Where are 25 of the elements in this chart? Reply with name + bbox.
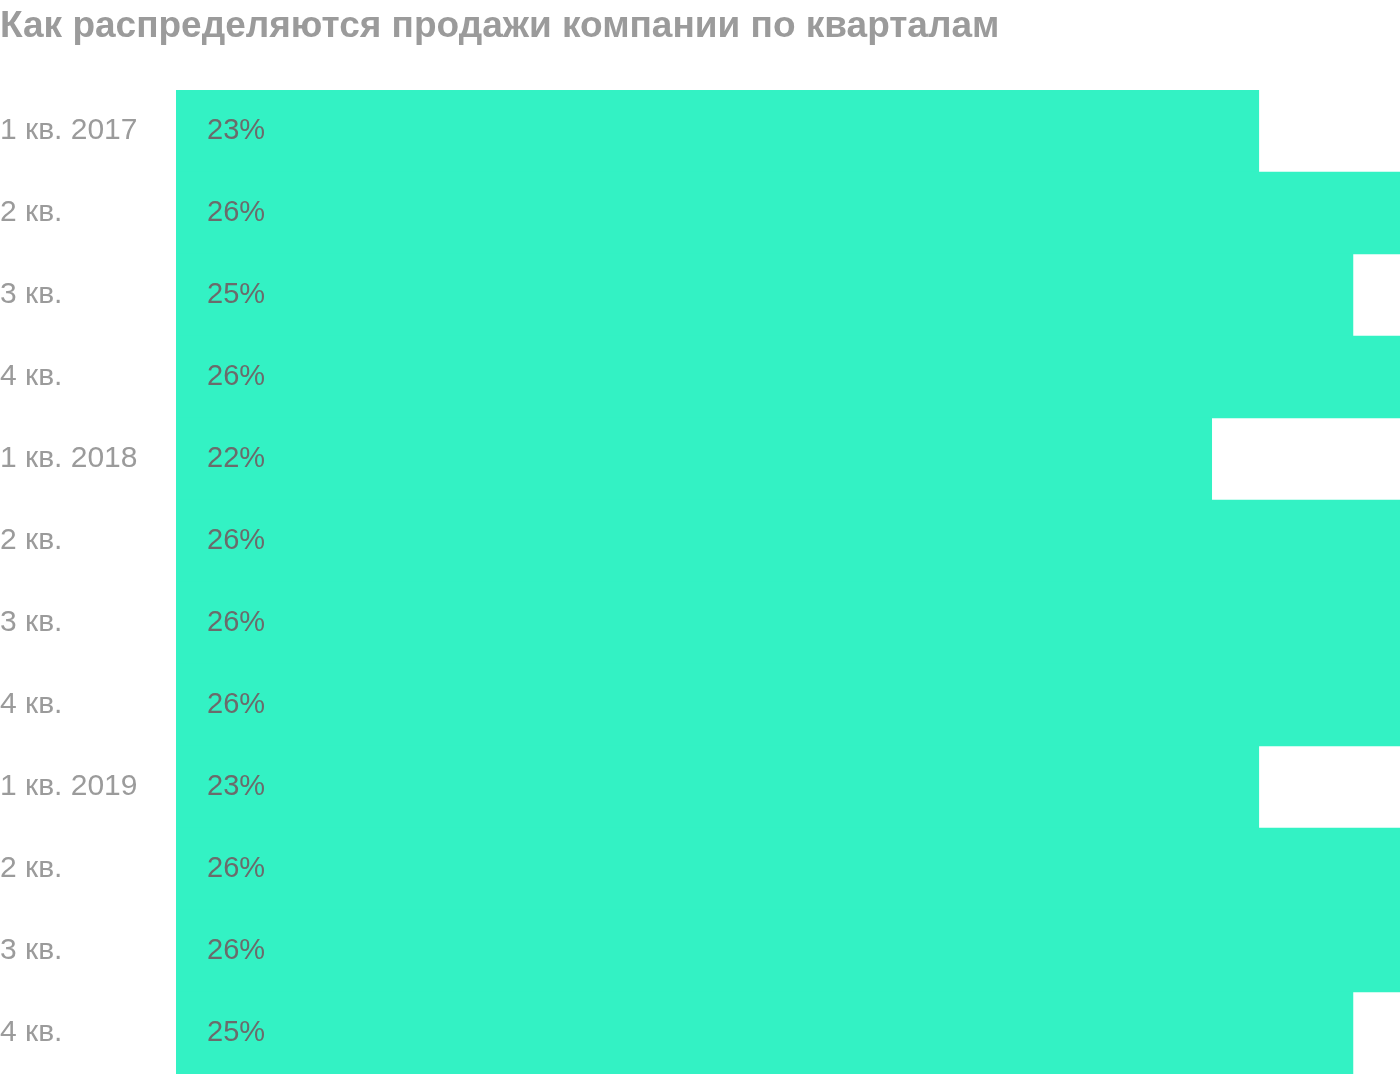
data-label: 22% bbox=[207, 441, 266, 473]
y-tick-label: 1 кв. 2017 bbox=[0, 112, 138, 146]
data-label: 26% bbox=[207, 523, 266, 555]
y-tick-label: 3 кв. bbox=[0, 604, 63, 638]
data-label: 25% bbox=[207, 1015, 266, 1047]
data-label: 23% bbox=[207, 769, 266, 801]
y-tick-label: 1 кв. 2019 bbox=[0, 768, 138, 802]
data-label: 23% bbox=[207, 113, 266, 145]
chart-title: Как распределяются продажи компании по кварталам bbox=[0, 4, 1000, 46]
data-label: 26% bbox=[207, 195, 266, 227]
y-tick-label: 3 кв. bbox=[0, 932, 63, 966]
data-label: 26% bbox=[207, 605, 266, 637]
y-tick-label: 4 кв. bbox=[0, 358, 63, 392]
data-label: 26% bbox=[207, 933, 266, 965]
y-tick-label: 1 кв. 2018 bbox=[0, 440, 138, 474]
y-tick-label: 2 кв. bbox=[0, 522, 63, 556]
y-tick-label: 2 кв. bbox=[0, 194, 63, 228]
y-tick-label: 4 кв. bbox=[0, 686, 63, 720]
data-label: 26% bbox=[207, 851, 266, 883]
y-tick-label: 4 кв. bbox=[0, 1014, 63, 1048]
data-label: 25% bbox=[207, 277, 266, 309]
y-tick-label: 3 кв. bbox=[0, 276, 63, 310]
data-label: 26% bbox=[207, 359, 266, 391]
data-label: 26% bbox=[207, 687, 266, 719]
y-tick-label: 2 кв. bbox=[0, 850, 63, 884]
